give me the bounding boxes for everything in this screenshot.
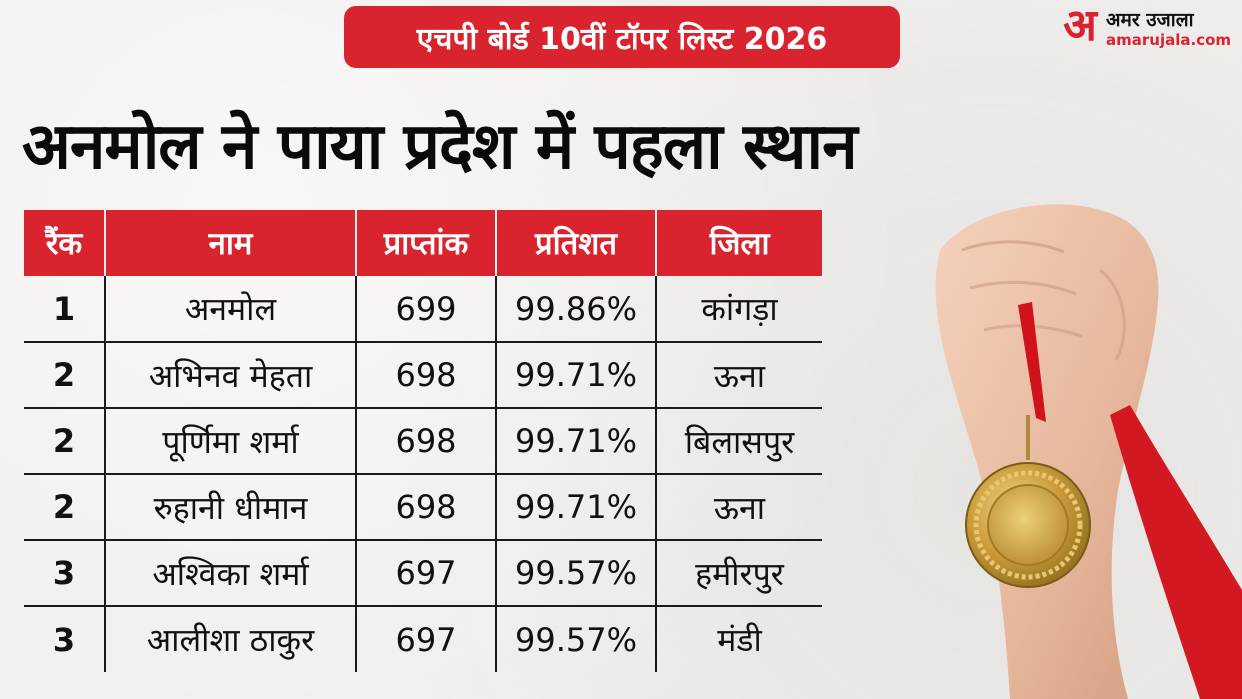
percentage-cell: 99.71% (495, 342, 656, 409)
marks-cell: 697 (355, 540, 496, 607)
name-cell: पूर्णिमा शर्मा (104, 408, 356, 475)
medal-in-fist-photo (900, 190, 1242, 699)
district-cell: हमीरपुर (655, 540, 822, 607)
logo-name: अमर उजाला (1106, 9, 1194, 31)
table-row: 3 आलीशा ठाकुर 697 99.57% मंडी (24, 606, 822, 672)
topper-table: रैंक नाम प्राप्तांक प्रतिशत जिला 1 अनमोल… (24, 210, 822, 672)
percentage-cell: 99.57% (495, 606, 656, 672)
logo-domain: amarujala.com (1106, 31, 1232, 49)
percentage-cell: 99.71% (495, 474, 656, 541)
marks-cell: 698 (355, 342, 496, 409)
name-cell: रुहानी धीमान (104, 474, 356, 541)
amar-ujala-logo[interactable]: अ अमर उजाला amarujala.com (1056, 4, 1238, 52)
rank-cell: 2 (24, 342, 105, 409)
district-cell: मंडी (655, 606, 822, 672)
district-cell: ऊना (655, 474, 822, 541)
table-row: 2 पूर्णिमा शर्मा 698 99.71% बिलासपुर (24, 408, 822, 475)
district-cell: ऊना (655, 342, 822, 409)
percentage-cell: 99.86% (495, 276, 656, 343)
rank-cell: 3 (24, 540, 105, 607)
marks-cell: 698 (355, 408, 496, 475)
district-cell: कांगड़ा (655, 276, 822, 343)
percentage-cell: 99.57% (495, 540, 656, 607)
table-header-row: रैंक नाम प्राप्तांक प्रतिशत जिला (24, 210, 822, 276)
rank-cell: 2 (24, 474, 105, 541)
rank-cell: 3 (52, 620, 76, 659)
rank-cell: 1 (24, 276, 105, 343)
column-header-marks: प्राप्तांक (355, 210, 496, 276)
name-cell: अनमोल (104, 276, 356, 343)
table-row: 2 अभिनव मेहता 698 99.71% ऊना (24, 342, 822, 409)
percentage-cell: 99.71% (495, 408, 656, 475)
column-header-percentage: प्रतिशत (495, 210, 656, 276)
marks-cell: 698 (355, 474, 496, 541)
name-cell: अश्विका शर्मा (104, 540, 356, 607)
column-header-rank: रैंक (24, 210, 105, 276)
table-row: 3 अश्विका शर्मा 697 99.57% हमीरपुर (24, 540, 822, 607)
table-row: 2 रुहानी धीमान 698 99.71% ऊना (24, 474, 822, 541)
marks-cell: 697 (355, 606, 496, 672)
badge-label: एचपी बोर्ड 10वीं टॉपर लिस्ट 2026 (416, 21, 828, 57)
district-cell: बिलासपुर (655, 408, 822, 475)
table-row: 1 अनमोल 699 99.86% कांगड़ा (24, 276, 822, 343)
medal-icon (935, 204, 1242, 699)
page-headline: अनमोल ने पाया प्रदेश में पहला स्थान (22, 110, 858, 184)
logo-mark-icon: अ (1063, 0, 1097, 51)
rank-cell: 2 (24, 408, 105, 475)
column-header-district: जिला (655, 210, 822, 276)
topper-list-badge: एचपी बोर्ड 10वीं टॉपर लिस्ट 2026 (344, 6, 900, 68)
column-header-name: नाम (104, 210, 356, 276)
name-cell: अभिनव मेहता (104, 342, 356, 409)
name-cell: आलीशा ठाकुर (104, 606, 356, 672)
marks-cell: 699 (355, 276, 496, 343)
